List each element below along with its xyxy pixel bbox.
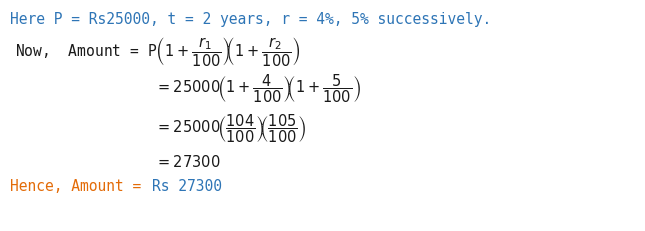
Text: $= 27300$: $= 27300$ xyxy=(155,153,221,169)
Text: Now,  Amount = P$\left(1+\dfrac{r_1}{100}\right)\!\!\left(1+\dfrac{r_2}{100}\rig: Now, Amount = P$\left(1+\dfrac{r_1}{100}… xyxy=(15,36,301,69)
Text: Hence, Amount =: Hence, Amount = xyxy=(10,178,150,193)
Text: Rs 27300: Rs 27300 xyxy=(152,178,222,193)
Text: Here P = Rs25000, t = 2 years, r = 4%, 5% successively.: Here P = Rs25000, t = 2 years, r = 4%, 5… xyxy=(10,12,491,27)
Text: $= 25000\!\left(1+\dfrac{4}{100}\right)\!\!\left(1+\dfrac{5}{100}\right)$: $= 25000\!\left(1+\dfrac{4}{100}\right)\… xyxy=(155,72,361,104)
Text: $= 25000\!\left(\dfrac{104}{100}\right)\!\!\left(\dfrac{105}{100}\right)$: $= 25000\!\left(\dfrac{104}{100}\right)\… xyxy=(155,112,306,144)
